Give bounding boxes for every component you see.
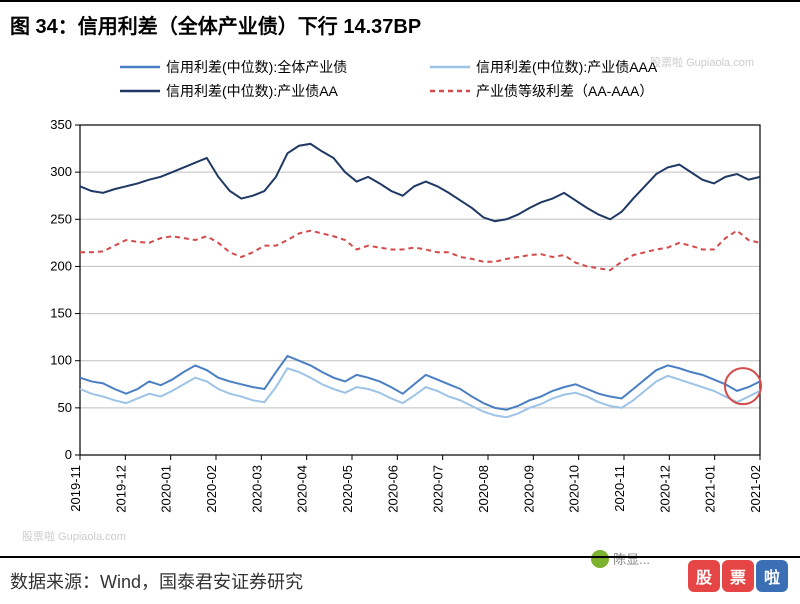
svg-text:2020-03: 2020-03 <box>249 465 264 513</box>
svg-text:2019-12: 2019-12 <box>113 465 128 513</box>
source-line: 数据来源：Wind，国泰君安证券研究 <box>0 556 800 594</box>
svg-text:信用利差(中位数):产业债AA: 信用利差(中位数):产业债AA <box>166 83 339 99</box>
svg-text:2020-11: 2020-11 <box>612 465 627 512</box>
svg-text:2020-04: 2020-04 <box>295 465 310 513</box>
svg-text:2019-11: 2019-11 <box>68 465 83 512</box>
badge-2: 票 <box>722 560 754 592</box>
svg-text:信用利差(中位数):产业债AAA: 信用利差(中位数):产业债AAA <box>476 59 658 75</box>
svg-text:150: 150 <box>50 306 72 321</box>
chart-svg: 0 50 100 150 200 250 300 350 2019-11 2019-12 2020-… <box>20 55 780 535</box>
svg-text:2020-07: 2020-07 <box>431 465 446 513</box>
svg-text:2020-09: 2020-09 <box>521 465 536 513</box>
svg-text:2020-01: 2020-01 <box>159 465 174 513</box>
svg-text:2020-12: 2020-12 <box>657 465 672 513</box>
svg-text:200: 200 <box>50 258 72 273</box>
svg-text:产业债等级利差（AA-AAA）: 产业债等级利差（AA-AAA） <box>476 83 653 99</box>
chart-title: 图 34：信用利差（全体产业债）下行 14.37BP <box>10 10 790 39</box>
svg-text:2021-01: 2021-01 <box>703 465 718 513</box>
svg-text:350: 350 <box>50 117 72 132</box>
svg-text:2020-08: 2020-08 <box>476 465 491 513</box>
badge-1: 股 <box>688 560 720 592</box>
svg-text:0: 0 <box>65 447 72 462</box>
svg-text:2020-06: 2020-06 <box>385 465 400 513</box>
svg-text:50: 50 <box>58 400 72 415</box>
svg-text:100: 100 <box>50 353 72 368</box>
badge-3: 啦 <box>756 560 788 592</box>
svg-text:250: 250 <box>50 211 72 226</box>
svg-text:300: 300 <box>50 164 72 179</box>
svg-text:2020-05: 2020-05 <box>340 465 355 513</box>
brand-badge: 股 票 啦 <box>688 560 788 592</box>
title-bar: 图 34：信用利差（全体产业债）下行 14.37BP <box>0 0 800 45</box>
svg-text:2020-02: 2020-02 <box>204 465 219 513</box>
credit-spread-chart: 0 50 100 150 200 250 300 350 2019-11 2019-12 2020-… <box>20 55 780 535</box>
svg-text:2020-10: 2020-10 <box>567 465 582 513</box>
svg-text:信用利差(中位数):全体产业债: 信用利差(中位数):全体产业债 <box>166 59 347 75</box>
svg-text:2021-02: 2021-02 <box>748 465 763 513</box>
